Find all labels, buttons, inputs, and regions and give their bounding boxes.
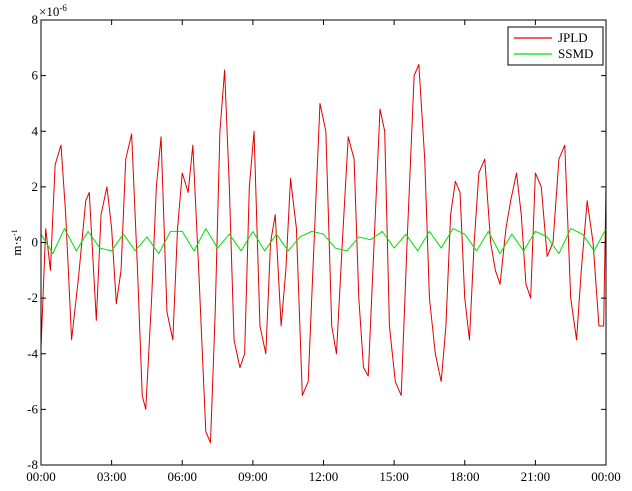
y-tick-label: 0 bbox=[32, 235, 39, 250]
x-tick-label: 00:00 bbox=[26, 469, 56, 484]
y-tick-label: 2 bbox=[32, 179, 39, 194]
y-axis-label-unit: m·s bbox=[9, 236, 24, 256]
y-tick-label: 8 bbox=[32, 12, 39, 27]
y-axis-scale-label: ×10-6 bbox=[39, 3, 67, 19]
x-tick-label: 09:00 bbox=[238, 469, 268, 484]
axes-frame bbox=[40, 19, 607, 466]
x-tick-label: 00:00 bbox=[591, 469, 621, 484]
y-scale-base: ×10 bbox=[39, 4, 59, 19]
legend-box bbox=[507, 26, 604, 66]
plot-layer bbox=[41, 64, 606, 444]
x-tick-label: 03:00 bbox=[97, 469, 127, 484]
y-scale-exponent: -6 bbox=[59, 3, 67, 13]
series-line-ssmd bbox=[41, 228, 606, 255]
y-axis-label-exponent: -1 bbox=[10, 229, 19, 236]
x-tick-label: 12:00 bbox=[309, 469, 339, 484]
series-line-jpld bbox=[41, 64, 606, 444]
y-tick-label: -6 bbox=[27, 401, 38, 416]
x-tick-label: 06:00 bbox=[167, 469, 197, 484]
x-tick-label: 15:00 bbox=[379, 469, 409, 484]
y-tick-label: 4 bbox=[32, 123, 39, 138]
x-tick-label: 21:00 bbox=[521, 469, 551, 484]
y-tick-label: -4 bbox=[27, 346, 38, 361]
y-tick-label: -8 bbox=[27, 457, 38, 472]
legend-label-ssmd: SSMD bbox=[558, 46, 593, 61]
y-tick-label: 6 bbox=[32, 68, 39, 83]
legend-label-jpld: JPLD bbox=[558, 30, 588, 45]
y-axis-label: m·s-1 bbox=[9, 229, 24, 255]
y-tick-label: -2 bbox=[27, 290, 38, 305]
x-tick-label: 18:00 bbox=[450, 469, 480, 484]
axes-layer: 00:00 03:00 06:00 09:00 12:00 15:00 18:00 21:00… bbox=[26, 12, 621, 484]
